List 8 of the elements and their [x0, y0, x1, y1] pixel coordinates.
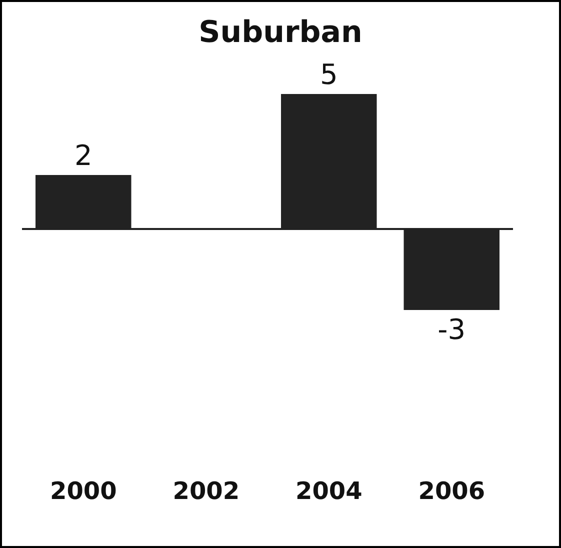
x-tick-label: 2006 — [418, 477, 486, 505]
x-tick-label: 2000 — [50, 477, 117, 505]
data-label: 2 — [74, 139, 92, 172]
data-label: -3 — [438, 313, 466, 346]
chart-title: Suburban — [198, 15, 362, 50]
data-label: 5 — [320, 58, 338, 91]
x-tick-label: 2004 — [295, 477, 362, 505]
x-tick-label: 2002 — [172, 477, 240, 505]
